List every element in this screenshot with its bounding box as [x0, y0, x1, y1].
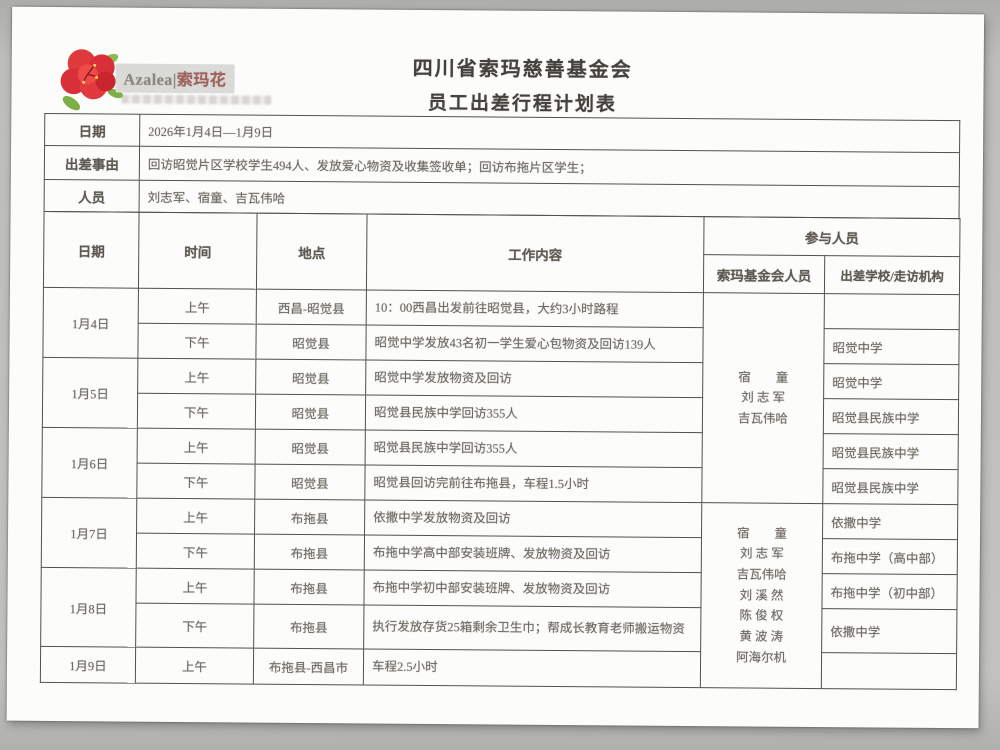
document-page: Azalea|索玛花 四川省索玛慈善基金会 员工出差行程计划表 日期 2026年… — [6, 6, 985, 729]
cell-school: 昭觉中学 — [823, 328, 960, 365]
cell-foundation-staff-group1: 宿 童 刘 志 军 吉瓦伟哈 — [701, 292, 825, 504]
info-label-date: 日期 — [44, 113, 140, 147]
cell-school: 昭觉中学 — [823, 363, 959, 400]
cell-time: 上午 — [136, 498, 255, 535]
cell-time: 下午 — [136, 533, 255, 570]
cell-work: 执行发放存货25箱剩余卫生巾；帮成长教育老师搬运物资 — [363, 604, 701, 652]
header-school: 出差学校/走访机构 — [824, 255, 960, 295]
cell-work: 昭觉中学发放43名初一学生爱心包物资及回访139人 — [365, 324, 704, 363]
schedule-header-row-1: 日期 时间 地点 工作内容 参与人员 — [43, 211, 961, 293]
cell-place: 布拖县-西昌市 — [253, 648, 364, 685]
cell-place: 布拖县 — [254, 499, 365, 535]
cell-time: 上午 — [138, 288, 257, 325]
cell-time: 下午 — [135, 603, 254, 649]
cell-place: 昭觉县 — [255, 394, 366, 430]
cell-place: 布拖县 — [253, 569, 365, 605]
logo-tagline-blurred — [121, 94, 272, 105]
cell-date: 1月4日 — [42, 287, 139, 359]
cell-school: 昭觉县民族中学 — [823, 398, 959, 435]
cell-school: 昭觉县民族中学 — [822, 468, 959, 505]
schedule-table: 日期 时间 地点 工作内容 参与人员 索玛基金会人员 出差学校/走访机构 1月4… — [40, 211, 961, 690]
logo-brand-en: Azalea — [123, 71, 173, 89]
info-label-personnel: 人员 — [44, 179, 140, 213]
header-participants: 参与人员 — [703, 216, 961, 257]
title-line-1: 四川省索玛慈善基金会 — [412, 57, 633, 82]
cell-date: 1月7日 — [41, 497, 137, 569]
cell-time: 下午 — [137, 323, 257, 360]
cell-work: 昭觉中学发放物资及回访 — [365, 359, 703, 398]
header-foundation-staff: 索玛基金会人员 — [703, 254, 825, 294]
header-work: 工作内容 — [366, 213, 705, 293]
cell-time: 下午 — [136, 463, 256, 500]
cell-place: 布拖县 — [254, 534, 365, 570]
cell-school: 布拖中学（初中部） — [821, 573, 958, 610]
title-line-2: 员工出差行程计划表 — [427, 92, 617, 116]
cell-work: 布拖中学初中部安装班牌、发放物资及回访 — [363, 569, 702, 608]
azalea-flower-icon — [60, 49, 124, 111]
foundation-logo: Azalea|索玛花 — [57, 41, 288, 121]
cell-place: 布拖县 — [253, 604, 364, 649]
cell-place: 昭觉县 — [255, 429, 366, 465]
cell-date: 1月8日 — [40, 567, 137, 648]
cell-work: 布拖中学高中部安装班牌、发放物资及回访 — [364, 534, 702, 573]
cell-time: 上午 — [137, 428, 256, 465]
cell-school: 布拖中学（高中部） — [822, 538, 958, 575]
cell-work: 昭觉县民族中学回访355人 — [365, 394, 703, 433]
cell-work: 依撒中学发放物资及回访 — [364, 499, 702, 538]
cell-school — [824, 293, 960, 330]
cell-time: 上午 — [135, 647, 254, 685]
header-time: 时间 — [138, 212, 258, 290]
cell-work: 车程2.5小时 — [363, 648, 701, 688]
logo-brand-cn: 索玛花 — [176, 71, 227, 90]
document-title: 四川省索玛慈善基金会 员工出差行程计划表 — [261, 51, 783, 118]
cell-school — [821, 652, 957, 690]
cell-place: 昭觉县 — [255, 359, 366, 395]
cell-time: 上午 — [137, 358, 256, 395]
cell-work: 昭觉县回访完前往布拖县，车程1.5小时 — [364, 464, 703, 503]
info-label-reason: 出差事由 — [44, 145, 140, 181]
cell-date: 1月5日 — [42, 357, 138, 429]
cell-time: 上午 — [135, 568, 255, 605]
logo-brand-text: Azalea|索玛花 — [115, 63, 235, 94]
cell-school: 依撒中学 — [821, 608, 957, 654]
cell-time: 下午 — [137, 393, 256, 430]
cell-work: 10：00西昌出发前往昭觉县，大约3小时路程 — [366, 289, 704, 328]
trip-info-table: 日期 2026年1月4日—1月9日 出差事由 回访昭觉片区学校学生494人、发放… — [44, 113, 961, 219]
cell-school: 依撒中学 — [822, 503, 958, 540]
cell-place: 西昌-昭觉县 — [256, 289, 367, 325]
header-place: 地点 — [256, 213, 368, 290]
cell-date: 1月9日 — [40, 646, 136, 684]
cell-school: 昭觉县民族中学 — [823, 433, 959, 470]
header-date: 日期 — [43, 211, 140, 289]
cell-place: 昭觉县 — [255, 324, 367, 360]
cell-work: 昭觉县民族中学回访355人 — [365, 429, 703, 468]
cell-place: 昭觉县 — [254, 464, 366, 500]
cell-foundation-staff-group2: 宿 童 刘 志 军 吉瓦伟哈 刘 溪 然 陈 俊 权 黄 波 涛 阿海尔机 — [700, 502, 823, 689]
cell-date: 1月6日 — [41, 427, 138, 499]
